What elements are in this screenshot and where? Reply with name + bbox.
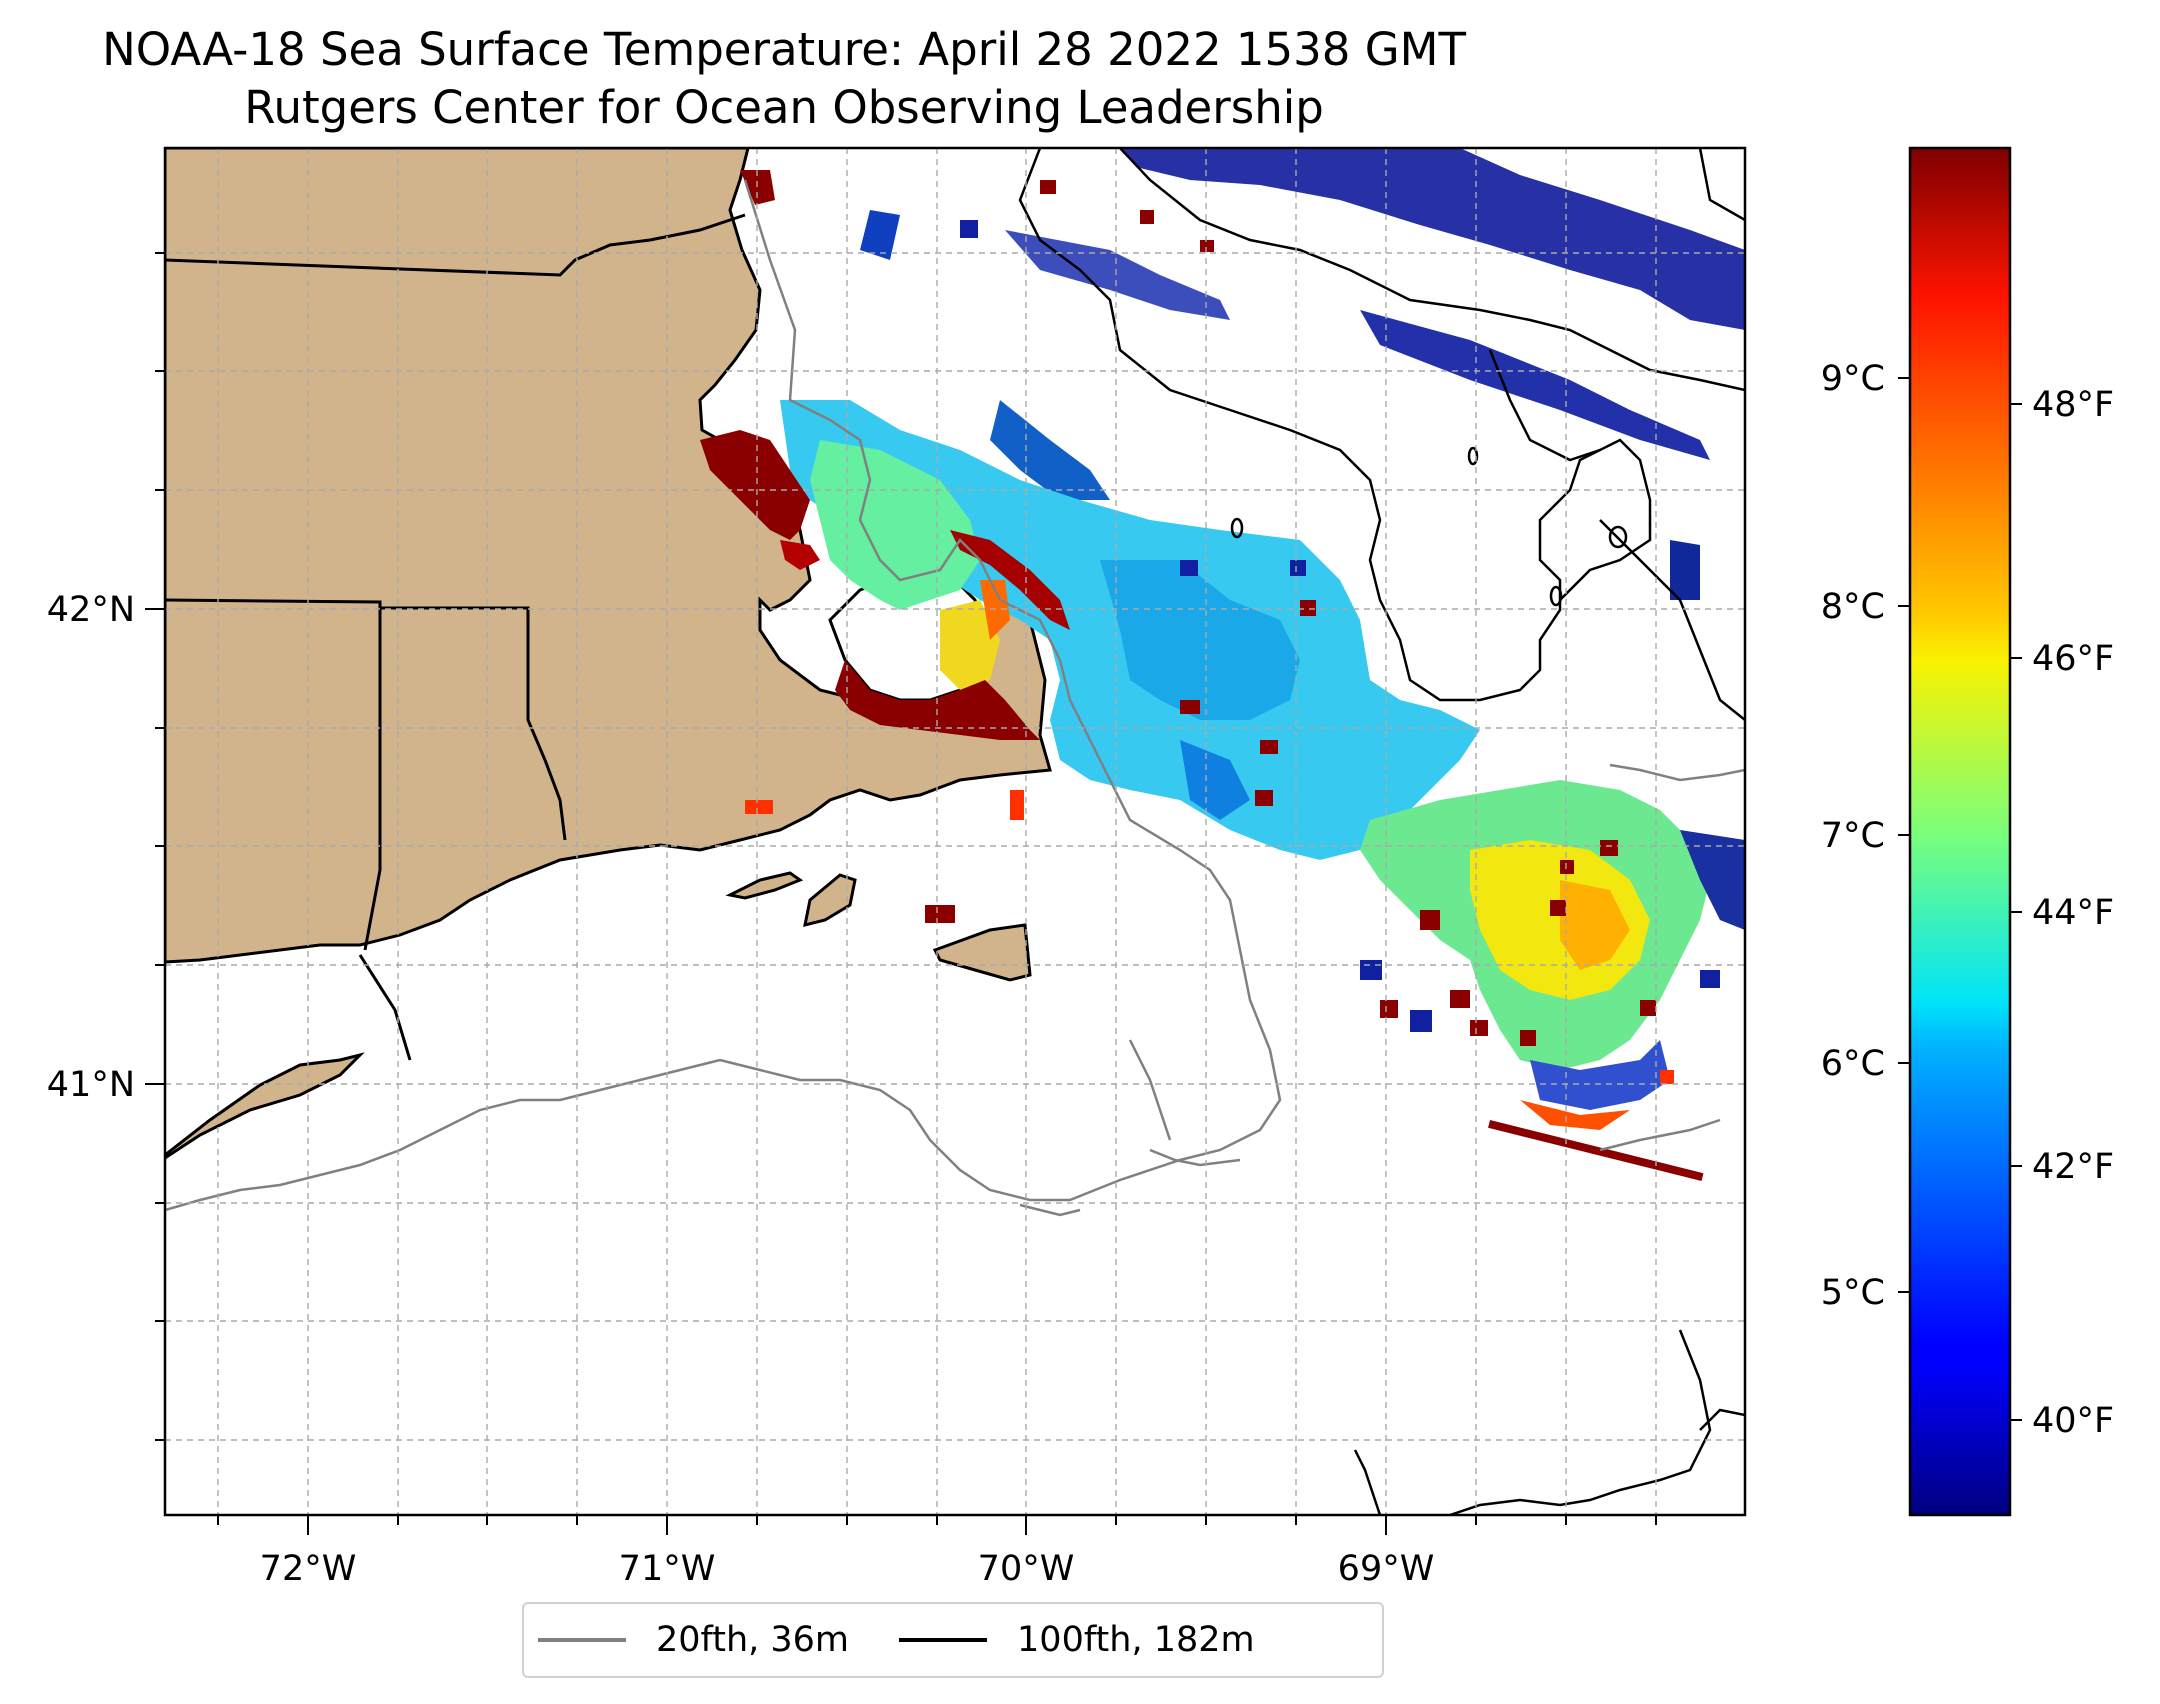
land-mass [165, 148, 1052, 1160]
lat-tick-label: 41°N [47, 1065, 135, 1105]
isobath-100fth [1018, 148, 1745, 1515]
bank-rings [1230, 446, 1628, 607]
colorbar-celsius-tick: 6°C [1821, 1044, 1885, 1084]
colorbar-celsius-tick: 8°C [1821, 587, 1885, 627]
map-subtitle: Rutgers Center for Ocean Observing Leade… [244, 81, 1324, 134]
legend-line-gray [538, 1638, 626, 1642]
lon-tick-label: 70°W [978, 1549, 1075, 1589]
colorbar-celsius-tick: 9°C [1821, 359, 1885, 399]
legend-line-black [899, 1638, 988, 1642]
gridlines [165, 148, 1745, 1515]
lon-tick-label: 71°W [619, 1549, 716, 1589]
legend-item-100fth: 100fth, 182m [899, 1620, 1255, 1660]
legend-label: 20fth, 36m [656, 1620, 850, 1660]
map-title: NOAA-18 Sea Surface Temperature: April 2… [102, 23, 1466, 76]
lat-tick-label: 42°N [47, 590, 135, 630]
colorbar-fahrenheit-tick: 44°F [2032, 893, 2114, 933]
map-frame [163, 146, 1747, 1517]
colorbar-fahrenheit-tick: 40°F [2032, 1401, 2114, 1441]
lon-tick-label: 72°W [260, 1549, 357, 1589]
legend-item-20fth: 20fth, 36m [538, 1620, 849, 1660]
colorbar-celsius-tick: 5°C [1821, 1273, 1885, 1313]
colorbar: 5°C 6°C 7°C 8°C 9°C 40°F 42°F 44°F 46°F … [1821, 146, 2114, 1517]
legend: 20fth, 36m 100fth, 182m [522, 1602, 1384, 1678]
legend-label: 100fth, 182m [1017, 1620, 1255, 1660]
axis-ticks [145, 252, 1657, 1535]
isobath-20fth [165, 179, 1745, 1217]
lon-tick-label: 69°W [1338, 1549, 1435, 1589]
colorbar-fahrenheit-tick: 46°F [2032, 639, 2114, 679]
state-borders [165, 213, 746, 1061]
colorbar-fahrenheit-tick: 42°F [2032, 1147, 2114, 1187]
colorbar-gradient [1908, 146, 2012, 1517]
colorbar-fahrenheit-tick: 48°F [2032, 385, 2114, 425]
colorbar-celsius-tick: 7°C [1821, 816, 1885, 856]
